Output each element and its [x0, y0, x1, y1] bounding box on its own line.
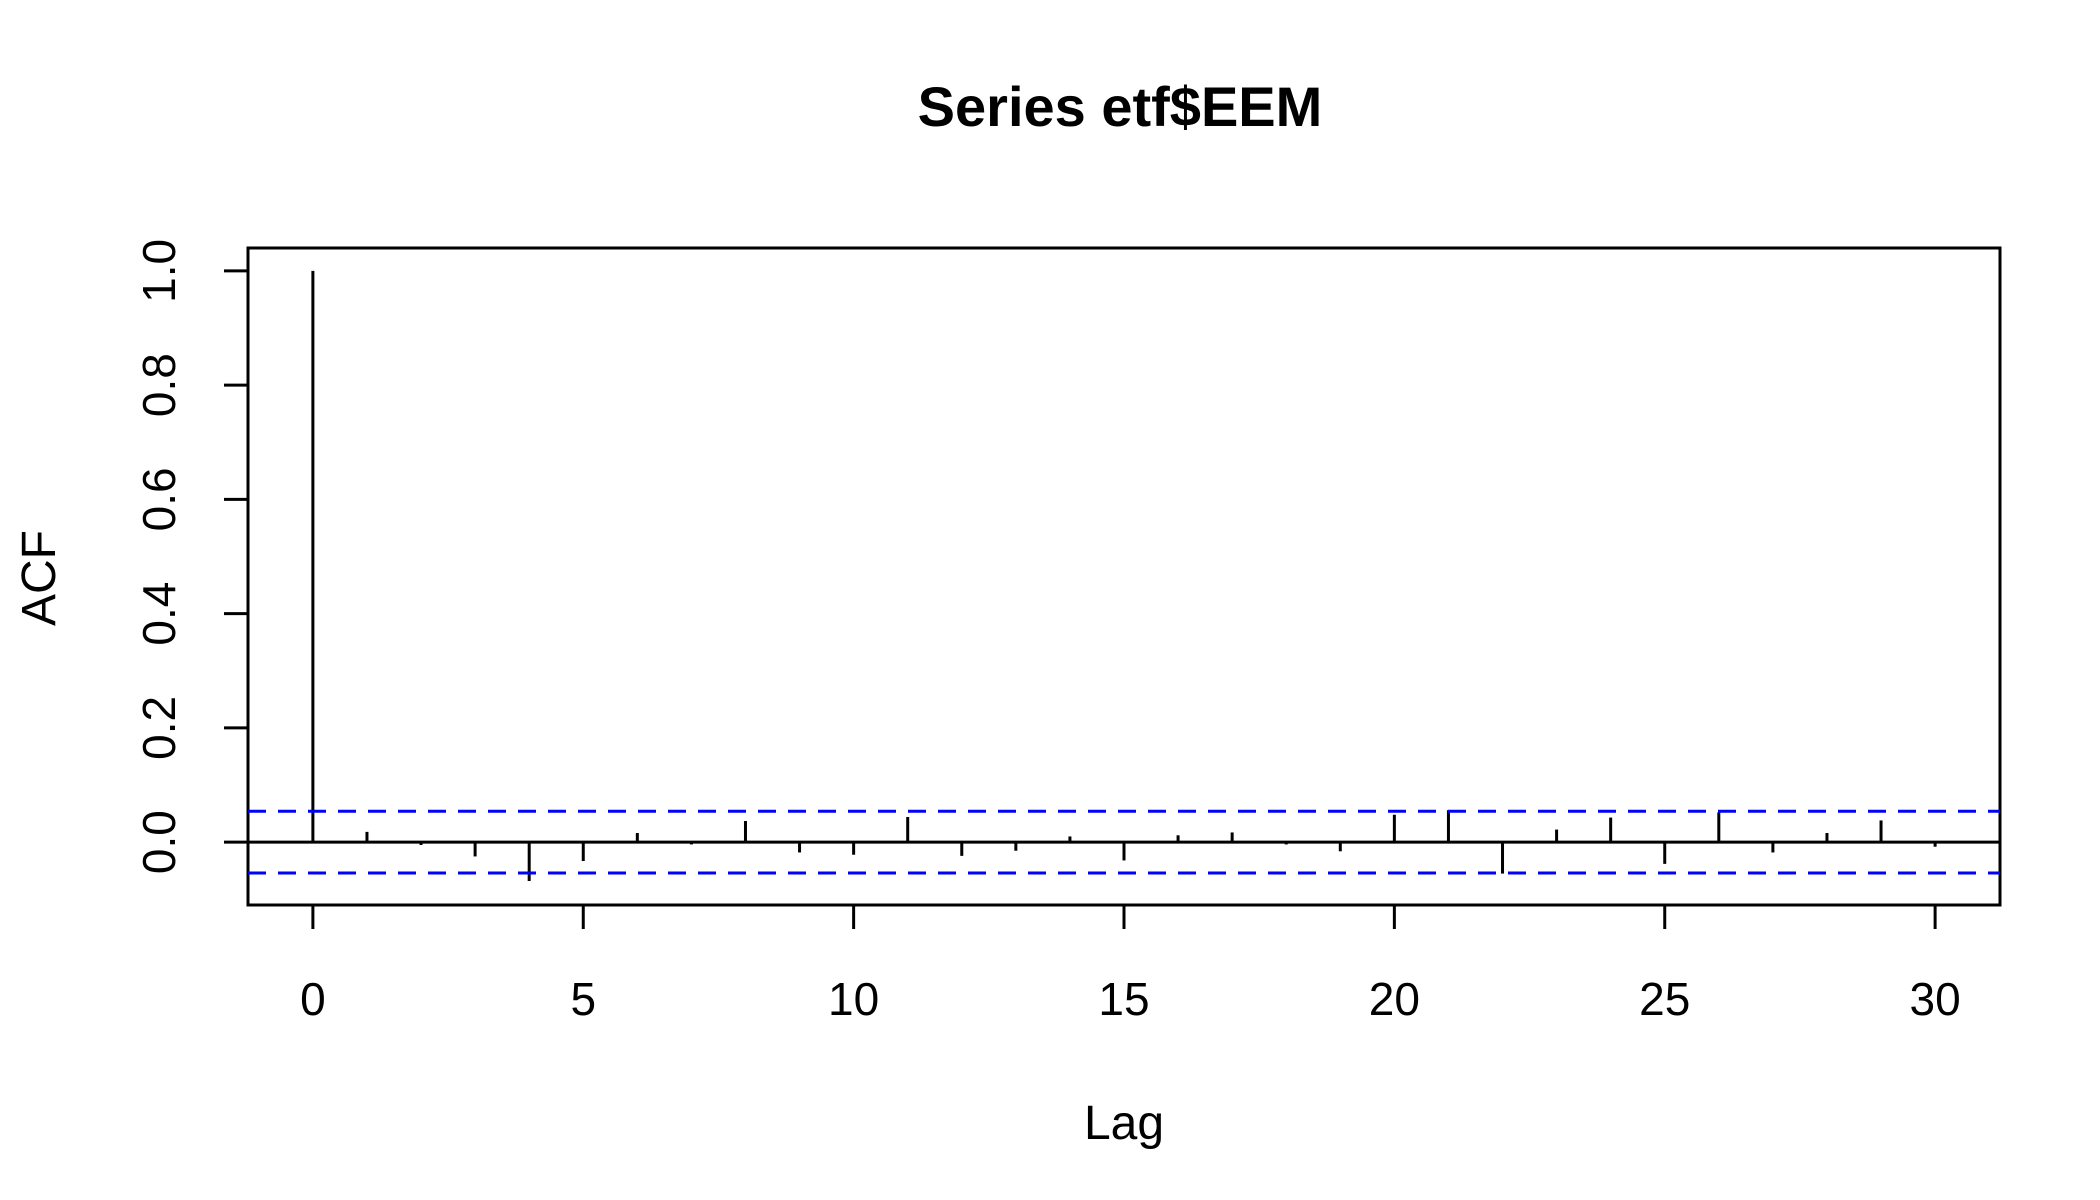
acf-bars	[248, 270, 2000, 882]
x-tick-label: 5	[570, 973, 596, 1025]
x-axis: 0 5 10 15 20 25 30	[300, 903, 1961, 1025]
y-axis-label: ACF	[13, 530, 66, 626]
y-tick-label: 0.4	[133, 582, 185, 646]
y-tick-label: 0.6	[133, 467, 185, 531]
x-tick-label: 30	[1910, 973, 1961, 1025]
confidence-bounds	[248, 809, 2000, 875]
chart-title: Series etf$EEM	[918, 75, 1323, 138]
y-axis: 0.0 0.2 0.4 0.6 0.8 1.0	[133, 239, 250, 874]
x-tick-label: 25	[1639, 973, 1690, 1025]
y-tick-label: 0.2	[133, 696, 185, 760]
plot-frame	[246, 246, 2002, 907]
x-axis-label: Lag	[1084, 1097, 1164, 1150]
y-tick-label: 1.0	[133, 239, 185, 303]
y-tick-label: 0.0	[133, 810, 185, 874]
x-tick-label: 15	[1098, 973, 1149, 1025]
y-tick-label: 0.8	[133, 353, 185, 417]
x-tick-label: 10	[828, 973, 879, 1025]
x-tick-label: 0	[300, 973, 326, 1025]
x-tick-label: 20	[1369, 973, 1420, 1025]
